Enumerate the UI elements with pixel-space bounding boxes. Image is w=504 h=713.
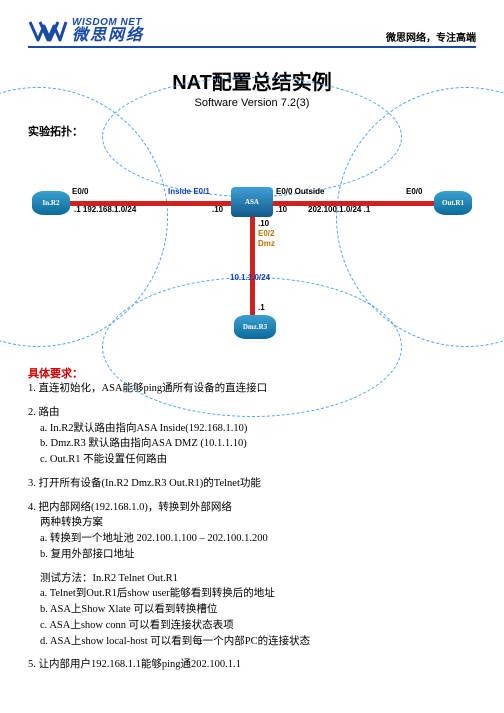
device-out-r1: Out.R1 bbox=[434, 191, 472, 215]
logo-text-cn: 微思网络 bbox=[72, 28, 144, 44]
in-r2-label: In.R2 bbox=[43, 199, 60, 207]
if-inside: Inside E0/1 bbox=[168, 187, 210, 196]
if-e00-left: E0/0 bbox=[72, 187, 88, 196]
out-r1-label: Out.R1 bbox=[442, 199, 464, 207]
req-4td: d. ASA上show local-host 可以看到每一个内部PC的连接状态 bbox=[40, 634, 476, 650]
req-3: 3. 打开所有设备(In.R2 Dmz.R3 Out.R1)的Telnet功能 bbox=[28, 476, 476, 492]
requirements-body: 1. 直连初始化，ASA能够ping通所有设备的直连接口 2. 路由 a. In… bbox=[28, 381, 476, 673]
net-right: 202.100.1.0/24 .1 bbox=[308, 205, 370, 214]
device-in-r2: In.R2 bbox=[32, 191, 70, 215]
req-2b: b. Dmz.R3 默认路由指向ASA DMZ (10.1.1.10) bbox=[40, 436, 476, 452]
req-5: 5. 让内部用户192.168.1.1能够ping通202.100.1.1 bbox=[28, 657, 476, 673]
dot10-bottom: .10 bbox=[258, 219, 269, 228]
link-vertical bbox=[250, 201, 255, 319]
logo: WISDOM NET 微思网络 bbox=[28, 18, 144, 44]
dmz-r3-label: Dmz.R3 bbox=[243, 323, 267, 331]
req-4b: b. 复用外部接口地址 bbox=[40, 547, 476, 563]
dot1-bottom: .1 bbox=[258, 303, 265, 312]
dot10-left: .10 bbox=[212, 205, 223, 214]
req-2a: a. In.R2默认路由指向ASA Inside(192.168.1.10) bbox=[40, 421, 476, 437]
req-4: 4. 把内部网络(192.168.1.0)，转换到外部网络 bbox=[28, 500, 476, 516]
dot10-right: .10 bbox=[276, 205, 287, 214]
req-4a: a. 转换到一个地址池 202.100.1.100 – 202.100.1.20… bbox=[40, 531, 476, 547]
zone-dmz: Dmz bbox=[258, 239, 275, 248]
if-e00-right: E0/0 bbox=[406, 187, 422, 196]
if-outside: E0/0 Outside bbox=[276, 187, 324, 196]
if-e02: E0/2 bbox=[258, 229, 274, 238]
net-bottom: 10.1.1.0/24 bbox=[230, 273, 270, 282]
device-asa: ASA bbox=[231, 187, 273, 217]
req-4x: 两种转换方案 bbox=[40, 515, 476, 531]
req-4tc: c. ASA上show conn 可以看到连接状态表项 bbox=[40, 618, 476, 634]
req-4tb: b. ASA上Show Xlate 可以看到转换槽位 bbox=[40, 602, 476, 618]
asa-label: ASA bbox=[245, 198, 259, 206]
page-header: WISDOM NET 微思网络 微思网络，专注高端 bbox=[28, 18, 476, 48]
req-2c: c. Out.R1 不能设置任何路由 bbox=[40, 452, 476, 468]
logo-icon bbox=[28, 18, 68, 44]
device-dmz-r3: Dmz.R3 bbox=[234, 315, 276, 339]
topology-diagram: ASA In.R2 Out.R1 Dmz.R3 E0/0 Inside E0/1… bbox=[28, 147, 476, 357]
net-left: .1 192.168.1.0/24 bbox=[74, 205, 136, 214]
slogan: 微思网络，专注高端 bbox=[386, 29, 476, 44]
req-4ta: a. Telnet到Out.R1后show user能够看到转换后的地址 bbox=[40, 586, 476, 602]
req-4t: 测试方法：In.R2 Telnet Out.R1 bbox=[40, 571, 476, 587]
